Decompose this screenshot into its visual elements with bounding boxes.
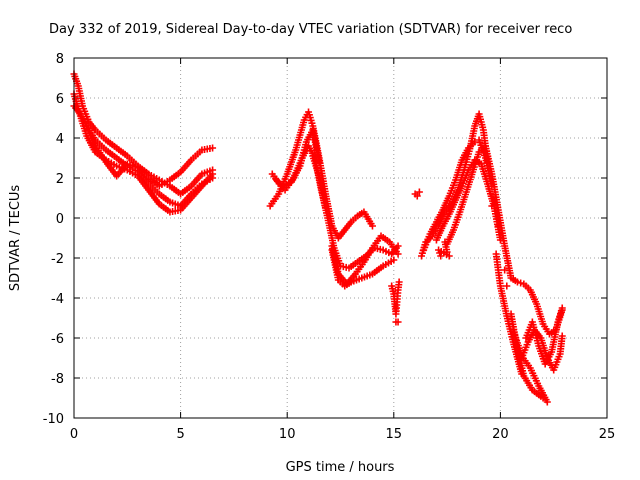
- series-track-15: [522, 304, 566, 368]
- chart-title: Day 332 of 2019, Sidereal Day-to-day VTE…: [49, 22, 572, 37]
- series-track-4: [83, 124, 217, 190]
- x-tick-label: 10: [279, 427, 296, 442]
- data-point: [517, 279, 525, 287]
- data-point: [503, 282, 511, 290]
- data-point: [558, 304, 566, 312]
- x-tick-label: 25: [599, 427, 616, 442]
- series-track-8: [309, 152, 398, 290]
- y-tick-label: 6: [56, 92, 64, 107]
- data-point: [368, 222, 376, 230]
- data-point: [209, 170, 217, 178]
- plot-frame: [73, 57, 608, 419]
- data-point: [394, 318, 402, 326]
- y-tick-label: -6: [51, 332, 64, 347]
- grid-lines: [74, 58, 607, 418]
- x-tick-label: 0: [70, 427, 78, 442]
- x-tick-label: 5: [176, 427, 184, 442]
- y-tick-label: -10: [43, 412, 64, 427]
- data-point: [394, 242, 402, 250]
- data-point: [543, 398, 551, 406]
- series-track-16: [411, 188, 453, 260]
- data-point: [558, 332, 566, 340]
- data-point: [415, 188, 423, 196]
- data-point: [394, 250, 402, 258]
- y-tick-label: -2: [51, 252, 64, 267]
- y-tick-label: -8: [51, 372, 64, 387]
- x-tick-label: 20: [492, 427, 509, 442]
- data-point: [390, 256, 398, 264]
- series-track-1: [70, 70, 217, 198]
- y-tick-label: 2: [56, 172, 64, 187]
- x-tick-label: 15: [386, 427, 403, 442]
- data-point: [395, 278, 403, 286]
- data-point: [322, 204, 330, 212]
- y-tick-label: 8: [56, 52, 64, 67]
- y-tick-label: -4: [51, 292, 64, 307]
- data-points: [70, 70, 566, 406]
- data-point: [209, 144, 217, 152]
- data-point: [513, 278, 521, 286]
- data-point: [437, 252, 445, 260]
- y-tick-label: 4: [56, 132, 64, 147]
- y-axis-label: SDTVAR / TECUs: [8, 185, 23, 292]
- series-track-9: [388, 278, 403, 326]
- y-tick-label: 0: [56, 212, 64, 227]
- x-axis-label: GPS time / hours: [286, 460, 395, 475]
- data-point: [413, 192, 421, 200]
